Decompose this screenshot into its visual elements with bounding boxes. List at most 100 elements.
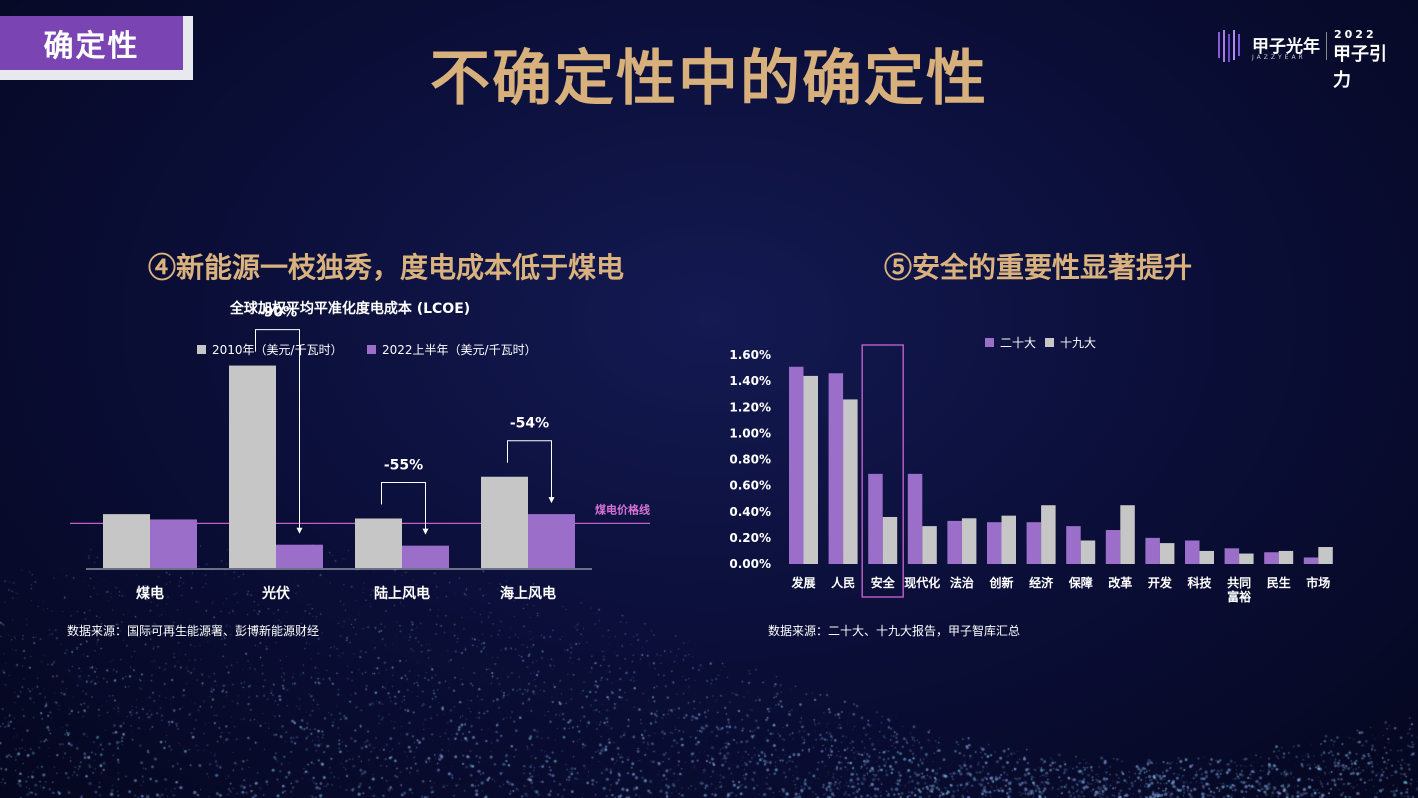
legend-swatch-gray	[1045, 338, 1054, 347]
page-title: 不确定性中的确定性	[430, 44, 988, 114]
logo-name: 甲子光年	[1252, 37, 1320, 57]
bar-20th-congress	[828, 373, 844, 564]
bar-20th-congress	[1224, 548, 1240, 564]
left-chart-title: 全球加权平均平准化度电成本 (LCOE)	[229, 301, 471, 317]
x-tick-label: 法治	[950, 575, 974, 590]
legend-label: 2022上半年（美元/千瓦时）	[382, 343, 537, 357]
legend-label: 十九大	[1060, 336, 1097, 350]
logo-year: 2022	[1334, 28, 1377, 41]
bar-19th-congress	[1159, 543, 1175, 564]
x-tick-label: 经济	[1029, 575, 1054, 590]
bar-20th-congress	[868, 473, 883, 564]
bar-19th-congress	[1120, 505, 1135, 564]
x-tick-label: 陆上风电	[374, 585, 430, 602]
change-arrowhead	[422, 528, 429, 535]
section-tag-label: 确定性	[0, 16, 183, 70]
bar-19th-congress	[1001, 515, 1016, 564]
bar-2022h1	[150, 519, 197, 568]
left-legend-item-2022: 2022上半年（美元/千瓦时）	[367, 341, 537, 358]
change-bracket	[255, 329, 300, 533]
bar-2022h1	[528, 514, 575, 568]
highlight-box	[861, 344, 904, 598]
bar-20th-congress	[1264, 552, 1279, 564]
right-section-title: ⑤安全的重要性显著提升	[884, 251, 1193, 284]
x-tick-label: 科技	[1187, 575, 1212, 590]
y-tick-label: 0.20%	[729, 531, 771, 545]
change-arrowhead	[548, 497, 555, 504]
bar-20th-congress	[1066, 526, 1081, 564]
y-tick-label: 1.00%	[729, 426, 771, 440]
y-tick-label: 0.60%	[729, 479, 771, 493]
bar-2022h1	[402, 545, 449, 568]
right-legend-item-20th: 二十大	[985, 334, 1036, 351]
logo-tagline: JAZZYEAR	[1252, 54, 1306, 61]
bar-2010	[481, 476, 528, 568]
bar-19th-congress	[922, 526, 937, 564]
bar-20th-congress	[789, 366, 804, 564]
bar-2010	[229, 365, 276, 568]
bar-19th-congress	[803, 375, 818, 564]
left-source-note: 数据来源：国际可再生能源署、彭博新能源财经	[67, 624, 320, 638]
bar-2010	[355, 518, 402, 568]
bar-20th-congress	[1026, 522, 1042, 564]
x-tick-label: 市场	[1306, 575, 1330, 590]
bar-19th-congress	[1080, 540, 1096, 564]
bar-19th-congress	[1278, 550, 1294, 564]
bar-20th-congress	[987, 522, 1002, 564]
bar-20th-congress	[1185, 540, 1200, 564]
x-tick-label: 改革	[1108, 575, 1132, 590]
x-tick-label: 现代化	[904, 575, 940, 590]
y-tick-label: 1.40%	[729, 374, 771, 388]
x-tick-label: 保障	[1068, 575, 1093, 590]
change-bracket	[381, 481, 426, 534]
x-tick-label: 共同	[1227, 575, 1251, 590]
y-tick-label: 1.20%	[729, 400, 771, 414]
x-tick-label: 煤电	[136, 585, 164, 602]
x-tick-label: 光伏	[261, 585, 290, 602]
logo-bars-icon	[1218, 30, 1240, 62]
legend-label: 2010年（美元/千瓦时）	[212, 343, 343, 357]
y-tick-label: 0.80%	[729, 453, 771, 467]
x-tick-label: 安全	[871, 575, 896, 590]
right-legend-item-19th: 十九大	[1045, 334, 1096, 351]
section-tag: 确定性	[0, 16, 193, 80]
bar-19th-congress	[961, 518, 977, 564]
bar-19th-congress	[1041, 505, 1056, 564]
bar-19th-congress	[843, 399, 858, 564]
bar-19th-congress	[1318, 547, 1333, 564]
bar-19th-congress	[1199, 550, 1214, 564]
bar-20th-congress	[1105, 530, 1121, 564]
bar-20th-congress	[907, 473, 923, 564]
change-bracket	[507, 440, 552, 503]
bar-20th-congress	[1303, 557, 1319, 564]
left-section-title: ④新能源一枝独秀，度电成本低于煤电	[148, 251, 625, 284]
y-tick-label: 1.60%	[729, 348, 771, 362]
x-tick-label: 人民	[831, 575, 855, 590]
change-label: -90%	[258, 305, 297, 321]
change-label: -54%	[510, 416, 549, 432]
logo-divider	[1326, 32, 1327, 60]
legend-swatch-gray	[197, 345, 206, 354]
legend-swatch-purple	[985, 338, 994, 347]
x-tick-label: 海上风电	[500, 585, 556, 602]
bar-2022h1	[276, 544, 323, 568]
bar-20th-congress	[947, 520, 962, 564]
logo-event: 甲子引力	[1333, 44, 1387, 91]
bar-19th-congress	[1239, 553, 1254, 564]
change-label: -55%	[384, 457, 423, 473]
x-tick-label: 发展	[790, 575, 815, 590]
bar-20th-congress	[1145, 537, 1160, 564]
left-legend-item-2010: 2010年（美元/千瓦时）	[197, 341, 343, 358]
y-tick-label: 0.00%	[729, 557, 771, 571]
legend-swatch-purple	[367, 345, 376, 354]
bar-19th-congress	[882, 516, 898, 564]
x-tick-label: 民生	[1267, 575, 1291, 590]
bar-2010	[103, 514, 150, 568]
change-arrowhead	[296, 527, 303, 534]
right-source-note: 数据来源：二十大、十九大报告，甲子智库汇总	[768, 624, 1021, 638]
legend-label: 二十大	[1000, 336, 1037, 350]
brand-logo: 甲子光年 JAZZYEAR 2022 甲子引力	[1216, 28, 1396, 91]
x-tick-label: 开发	[1148, 575, 1173, 590]
